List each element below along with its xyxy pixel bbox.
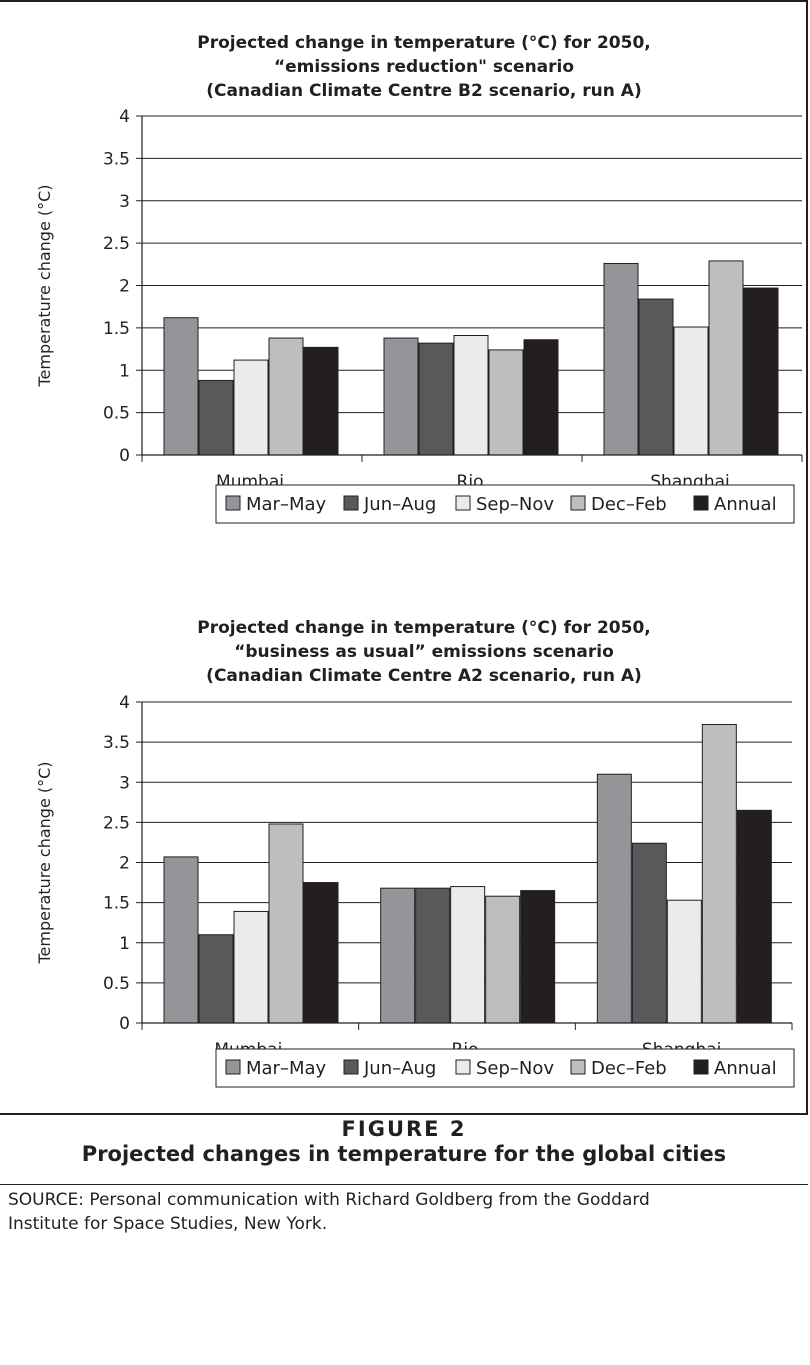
y-tick-label: 0.5	[103, 974, 130, 994]
bar-junaug-mumbai	[198, 379, 234, 456]
caption-rule	[0, 1113, 808, 1115]
legend-label-0: Mar–May	[246, 494, 327, 515]
bar-annual-shanghai	[736, 809, 772, 1024]
chart-emissions-reduction: Projected change in temperature (°C) for…	[35, 33, 803, 524]
bar-annual-rio	[523, 339, 559, 456]
y-tick-label: 0	[119, 1014, 130, 1034]
bar-annual-shanghai	[743, 287, 779, 456]
bar-sepnov-rio	[450, 886, 486, 1024]
legend-swatch-2	[455, 495, 471, 511]
chart-title-line-1: Projected change in temperature (°C) for…	[197, 33, 651, 53]
legend-label-4: Annual	[714, 494, 777, 515]
y-tick-label: 4	[119, 107, 130, 127]
legend-label-4: Annual	[714, 1058, 777, 1079]
y-tick-label: 3.5	[103, 733, 130, 753]
bar-decfeb-mumbai	[268, 823, 304, 1024]
bar-junaug-shanghai	[638, 298, 674, 456]
bar-marmay-mumbai	[163, 317, 199, 456]
bar-sepnov-shanghai	[673, 326, 709, 456]
bar-marmay-shanghai	[596, 773, 632, 1024]
legend-label-1: Jun–Aug	[363, 494, 436, 515]
figure-number: FIGURE 2	[341, 1117, 467, 1141]
bar-marmay-rio	[383, 337, 419, 456]
y-tick-label: 3	[119, 773, 130, 793]
legend-swatch-3	[570, 495, 586, 511]
figure-source: SOURCE: Personal communication with Rich…	[8, 1188, 798, 1236]
legend-label-0: Mar–May	[246, 1058, 327, 1079]
y-tick-label: 3.5	[103, 149, 130, 169]
chart-title-line-3: (Canadian Climate Centre B2 scenario, ru…	[206, 81, 641, 101]
legend-swatch-0	[225, 495, 241, 511]
source-rule	[0, 1184, 808, 1185]
bar-decfeb-shanghai	[701, 723, 737, 1024]
chart-title-line-1: Projected change in temperature (°C) for…	[197, 618, 651, 638]
source-line-2: Institute for Space Studies, New York.	[8, 1214, 328, 1234]
bar-sepnov-mumbai	[233, 910, 269, 1024]
y-tick-label: 0.5	[103, 404, 130, 424]
chart-title-line-2: “emissions reduction" scenario	[274, 57, 574, 77]
bar-decfeb-shanghai	[708, 260, 744, 456]
bar-junaug-mumbai	[198, 934, 234, 1024]
y-tick-label: 3	[119, 192, 130, 212]
legend-swatch-0	[225, 1059, 241, 1075]
legend-label-2: Sep–Nov	[476, 494, 554, 515]
bar-decfeb-rio	[485, 895, 521, 1024]
y-tick-label: 2.5	[103, 234, 130, 254]
bar-marmay-mumbai	[163, 856, 199, 1024]
bar-annual-mumbai	[303, 882, 339, 1024]
figure-caption: Projected changes in temperature for the…	[81, 1142, 727, 1166]
chart-title-line-3: (Canadian Climate Centre A2 scenario, ru…	[206, 666, 642, 686]
legend-swatch-4	[693, 1059, 709, 1075]
bar-junaug-rio	[415, 887, 451, 1024]
legend-swatch-1	[343, 495, 359, 511]
legend-swatch-2	[455, 1059, 471, 1075]
bar-annual-mumbai	[303, 346, 339, 456]
bar-sepnov-rio	[453, 335, 489, 456]
y-tick-label: 1	[119, 934, 130, 954]
legend-swatch-1	[343, 1059, 359, 1075]
y-axis-label: Temperature change (°C)	[35, 761, 54, 964]
bar-junaug-shanghai	[631, 842, 667, 1024]
bar-decfeb-mumbai	[268, 337, 304, 456]
figure-frame	[0, 0, 808, 1114]
bar-decfeb-rio	[488, 349, 524, 456]
y-tick-label: 0	[119, 446, 130, 466]
y-axis-label: Temperature change (°C)	[35, 184, 54, 387]
source-line-1: SOURCE: Personal communication with Rich…	[8, 1190, 650, 1210]
y-tick-label: 1.5	[103, 319, 130, 339]
bar-annual-rio	[520, 890, 556, 1024]
legend-swatch-4	[693, 495, 709, 511]
legend-label-1: Jun–Aug	[363, 1058, 436, 1079]
y-tick-label: 2.5	[103, 813, 130, 833]
bar-sepnov-mumbai	[233, 359, 269, 456]
y-tick-label: 1.5	[103, 894, 130, 914]
bar-junaug-rio	[418, 342, 454, 456]
bar-sepnov-shanghai	[666, 899, 702, 1024]
y-tick-label: 4	[119, 693, 130, 713]
legend-swatch-3	[570, 1059, 586, 1075]
y-tick-label: 1	[119, 361, 130, 381]
bar-marmay-rio	[380, 887, 416, 1024]
legend-label-3: Dec–Feb	[591, 1058, 667, 1079]
chart-title-line-2: “business as usual” emissions scenario	[234, 642, 614, 662]
chart-business-as-usual: Projected change in temperature (°C) for…	[35, 618, 795, 1088]
bar-marmay-shanghai	[603, 262, 639, 456]
legend-label-3: Dec–Feb	[591, 494, 667, 515]
y-tick-label: 2	[119, 854, 130, 874]
legend-label-2: Sep–Nov	[476, 1058, 554, 1079]
y-tick-label: 2	[119, 277, 130, 297]
